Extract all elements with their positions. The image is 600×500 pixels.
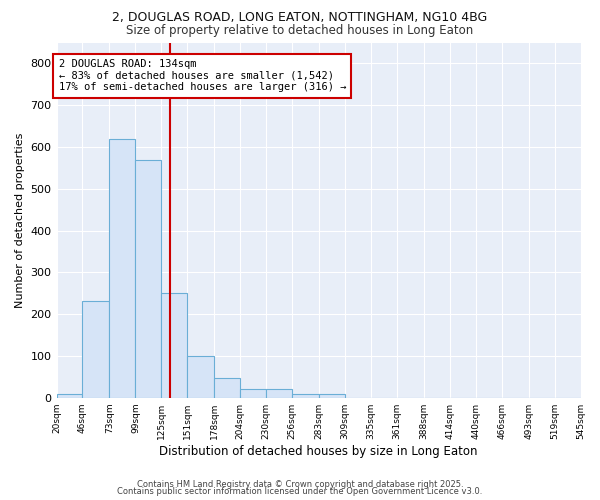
Bar bbox=[266, 390, 292, 398]
Bar bbox=[319, 394, 345, 398]
Bar bbox=[214, 378, 240, 398]
Bar bbox=[292, 394, 319, 398]
Bar bbox=[136, 160, 161, 398]
Bar bbox=[82, 301, 109, 398]
Text: Size of property relative to detached houses in Long Eaton: Size of property relative to detached ho… bbox=[127, 24, 473, 37]
Bar bbox=[109, 140, 136, 398]
Bar bbox=[187, 356, 214, 398]
Text: Contains HM Land Registry data © Crown copyright and database right 2025.: Contains HM Land Registry data © Crown c… bbox=[137, 480, 463, 489]
Text: Contains public sector information licensed under the Open Government Licence v3: Contains public sector information licen… bbox=[118, 487, 482, 496]
Bar bbox=[240, 390, 266, 398]
Text: 2, DOUGLAS ROAD, LONG EATON, NOTTINGHAM, NG10 4BG: 2, DOUGLAS ROAD, LONG EATON, NOTTINGHAM,… bbox=[112, 11, 488, 24]
Bar bbox=[161, 293, 187, 398]
Text: 2 DOUGLAS ROAD: 134sqm
← 83% of detached houses are smaller (1,542)
17% of semi-: 2 DOUGLAS ROAD: 134sqm ← 83% of detached… bbox=[59, 59, 346, 92]
Bar bbox=[56, 394, 82, 398]
X-axis label: Distribution of detached houses by size in Long Eaton: Distribution of detached houses by size … bbox=[159, 444, 478, 458]
Y-axis label: Number of detached properties: Number of detached properties bbox=[15, 132, 25, 308]
